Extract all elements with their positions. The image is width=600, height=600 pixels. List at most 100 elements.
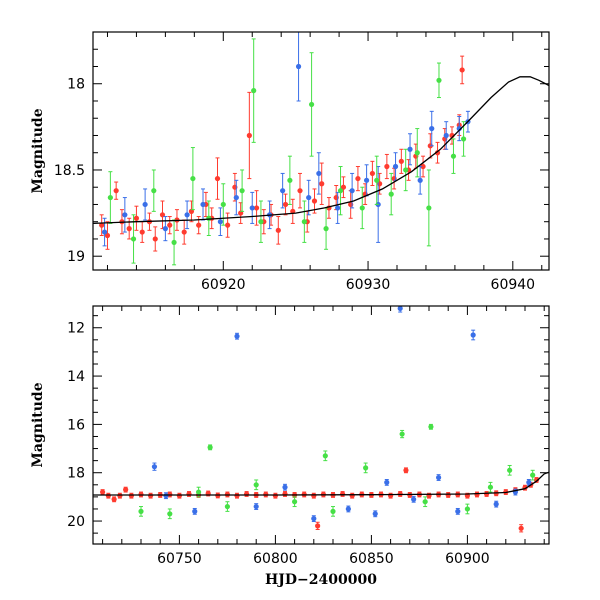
point-marker xyxy=(258,219,264,225)
point-marker xyxy=(369,170,375,177)
x-axis: 60750 60800 60850 60900 xyxy=(102,306,545,567)
data-point xyxy=(470,329,476,341)
point-marker xyxy=(340,491,346,497)
point-marker xyxy=(422,499,428,505)
point-marker xyxy=(287,177,293,183)
data-point xyxy=(397,491,403,497)
point-marker xyxy=(292,499,298,505)
data-point xyxy=(308,52,315,157)
point-marker xyxy=(308,101,315,108)
data-point xyxy=(148,492,154,499)
series-0 xyxy=(100,467,540,533)
point-marker xyxy=(530,472,536,478)
point-marker xyxy=(322,453,328,459)
data-point xyxy=(176,492,182,499)
point-marker xyxy=(246,132,252,139)
data-point xyxy=(251,38,257,143)
y-tick-label: 12 xyxy=(67,321,85,337)
point-marker xyxy=(217,219,223,225)
data-point xyxy=(363,462,369,474)
data-point xyxy=(297,172,303,209)
point-marker xyxy=(190,175,196,182)
point-marker xyxy=(311,198,318,204)
point-marker xyxy=(220,201,226,208)
data-point xyxy=(422,496,428,508)
point-marker xyxy=(99,222,105,228)
point-marker xyxy=(306,194,312,201)
data-point xyxy=(403,148,409,192)
x-tick-label: 60930 xyxy=(346,277,391,293)
x-tick-label: 60750 xyxy=(157,551,202,567)
point-marker xyxy=(460,136,467,142)
point-marker xyxy=(455,508,461,514)
point-marker xyxy=(200,201,206,208)
point-marker xyxy=(487,484,494,490)
x-axis-label: HJD−2400000 xyxy=(265,572,377,588)
point-marker xyxy=(411,496,417,502)
data-point xyxy=(246,91,252,180)
data-point xyxy=(411,495,417,503)
point-marker xyxy=(196,489,202,495)
point-marker xyxy=(163,493,169,499)
point-marker xyxy=(399,431,405,437)
point-marker xyxy=(282,484,288,490)
point-marker xyxy=(151,188,157,194)
data-point xyxy=(487,481,494,493)
point-marker xyxy=(139,229,145,235)
x-tick-label: 60800 xyxy=(253,551,298,567)
point-marker xyxy=(196,222,202,228)
point-marker xyxy=(249,205,255,211)
y-axis-label: Magnitude xyxy=(30,382,46,467)
data-point xyxy=(207,444,213,451)
point-marker xyxy=(456,125,462,132)
point-marker xyxy=(272,493,278,499)
data-point xyxy=(192,507,198,515)
series-2 xyxy=(138,423,536,520)
y-tick-label: 14 xyxy=(67,369,85,385)
point-marker xyxy=(443,132,449,139)
data-point xyxy=(403,467,409,474)
data-point xyxy=(253,503,259,510)
point-marker xyxy=(349,493,355,499)
point-marker xyxy=(407,146,413,152)
point-marker xyxy=(372,511,378,517)
point-marker xyxy=(130,236,137,242)
point-marker xyxy=(244,491,250,497)
data-point xyxy=(104,221,111,250)
data-point xyxy=(417,166,423,195)
point-marker xyxy=(384,163,390,170)
point-marker xyxy=(319,181,325,187)
data-point xyxy=(128,492,134,499)
data-point xyxy=(139,221,145,243)
data-point xyxy=(290,198,296,224)
point-marker xyxy=(275,227,281,233)
data-point xyxy=(186,491,192,497)
data-point xyxy=(355,166,361,192)
data-point xyxy=(414,128,420,178)
point-marker xyxy=(107,194,113,201)
data-point xyxy=(349,172,355,209)
data-point xyxy=(142,188,148,221)
point-marker xyxy=(470,332,476,338)
data-point xyxy=(100,489,106,495)
data-point xyxy=(295,32,302,102)
point-marker xyxy=(507,467,513,473)
data-point xyxy=(217,207,223,237)
point-marker xyxy=(364,177,370,183)
point-marker xyxy=(388,191,394,197)
data-point xyxy=(436,474,442,481)
data-point xyxy=(282,491,288,497)
data-point xyxy=(99,214,105,237)
data-point xyxy=(460,121,467,157)
data-point xyxy=(311,492,317,499)
point-marker xyxy=(311,516,317,522)
model-curve xyxy=(93,471,549,496)
point-marker xyxy=(100,489,106,495)
point-marker xyxy=(374,177,380,183)
point-marker xyxy=(388,493,394,499)
data-point xyxy=(518,524,524,533)
data-point xyxy=(335,191,341,224)
point-marker xyxy=(392,163,399,170)
point-marker xyxy=(225,222,231,228)
